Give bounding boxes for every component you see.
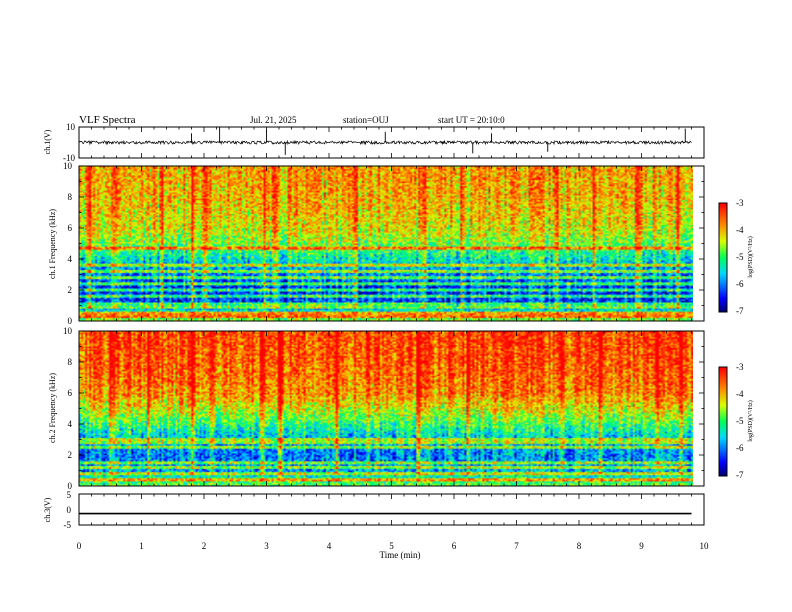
ch2-freq-tick-10: 10 xyxy=(63,326,73,336)
ch1-waveform-spikes xyxy=(191,127,686,155)
time-tick-9: 9 xyxy=(639,541,644,551)
ch1-cbar-tick-m6: -6 xyxy=(736,279,744,289)
ch1-freq-tick-2: 2 xyxy=(68,285,73,295)
ch1-wave-tick-top: 10 xyxy=(66,122,76,132)
time-tick-8: 8 xyxy=(577,541,582,551)
ch1-waveform-panel: 10 -10 ch.1(V) xyxy=(43,122,705,163)
ch2-freq-tick-0: 0 xyxy=(68,481,73,491)
axis-tick-marks xyxy=(78,127,705,525)
ch2-freq-tick-6: 6 xyxy=(68,388,73,398)
ch2-colorbar xyxy=(719,367,727,476)
header-station: station=OUJ xyxy=(343,115,389,125)
ch1-freq-tick-0: 0 xyxy=(68,316,73,326)
time-tick-4: 4 xyxy=(327,541,332,551)
ch1-spectrogram-panel: 0 2 4 6 8 10 ch.1 Frequency (kHz) -3 -4 … xyxy=(48,161,754,326)
time-tick-7: 7 xyxy=(514,541,519,551)
time-tick-2: 2 xyxy=(202,541,207,551)
figure-title: VLF Spectra xyxy=(79,114,136,126)
ch1-cbar-tick-m4: -4 xyxy=(736,225,744,235)
time-tick-3: 3 xyxy=(264,541,269,551)
ch2-cbar-tick-m7: -7 xyxy=(736,470,744,480)
time-tick-0: 0 xyxy=(77,541,82,551)
ch1-freq-tick-8: 8 xyxy=(68,192,73,202)
ch2-cbar-tick-m5: -5 xyxy=(736,416,744,426)
ch2-colorbar-ticks: -3 -4 -5 -6 -7 xyxy=(736,362,744,480)
time-tick-6: 6 xyxy=(452,541,457,551)
ch1-cbar-tick-m7: -7 xyxy=(736,306,744,316)
ch2-freq-tick-2: 2 xyxy=(68,450,73,460)
ch1-freq-tick-10: 10 xyxy=(63,161,73,171)
time-axis-ticks: 0 1 2 3 4 5 6 7 8 9 10 xyxy=(77,541,709,551)
ch2-freq-tick-8: 8 xyxy=(68,357,73,367)
ch3-wave-tick-mid: 0 xyxy=(67,505,72,515)
ch3-wave-ylabel: ch.3(V) xyxy=(43,497,52,522)
ch1-colorbar-label: log(PSD)(V²/Hz) xyxy=(747,236,754,277)
ch1-spectrogram-yticks: 0 2 4 6 8 10 xyxy=(63,161,73,326)
header-start-ut: start UT = 20:10:0 xyxy=(438,115,505,125)
ch2-cbar-tick-m4: -4 xyxy=(736,389,744,399)
ch1-cbar-tick-m3: -3 xyxy=(736,198,744,208)
ch3-wave-tick-top: 5 xyxy=(67,490,72,500)
ch2-spectrogram-panel: 0 2 4 6 8 10 ch.2 Frequency (kHz) -3 -4 … xyxy=(48,326,754,491)
ch1-colorbar-ticks: -3 -4 -5 -6 -7 xyxy=(736,198,744,316)
ch1-colorbar xyxy=(719,203,727,312)
time-tick-10: 10 xyxy=(700,541,710,551)
ch2-freq-tick-4: 4 xyxy=(68,419,73,429)
ch2-spectrogram-image xyxy=(79,331,693,486)
ch3-waveform-panel: 5 0 -5 ch.3(V) xyxy=(43,490,705,530)
ch1-cbar-tick-m5: -5 xyxy=(736,252,744,262)
ch2-spectrogram-yticks: 0 2 4 6 8 10 xyxy=(63,326,73,491)
ch1-freq-tick-4: 4 xyxy=(68,254,73,264)
ch2-colorbar-label: log(PSD)(V²/Hz) xyxy=(747,400,754,441)
time-axis-label: Time (min) xyxy=(380,550,421,560)
ch3-wave-tick-bottom: -5 xyxy=(64,520,72,530)
ch1-spectrogram-image xyxy=(79,166,693,321)
header-date: Jul. 21, 2025 xyxy=(250,115,297,125)
time-tick-5: 5 xyxy=(389,541,394,551)
ch1-wave-tick-bottom: -10 xyxy=(63,153,75,163)
ch1-wave-ylabel: ch.1(V) xyxy=(43,129,52,154)
ch2-spec-ylabel: ch.2 Frequency (kHz) xyxy=(48,373,57,443)
ch2-cbar-tick-m3: -3 xyxy=(736,362,744,372)
ch1-spec-ylabel: ch.1 Frequency (kHz) xyxy=(48,209,57,279)
ch2-cbar-tick-m6: -6 xyxy=(736,443,744,453)
ch1-freq-tick-6: 6 xyxy=(68,223,73,233)
time-tick-1: 1 xyxy=(139,541,144,551)
